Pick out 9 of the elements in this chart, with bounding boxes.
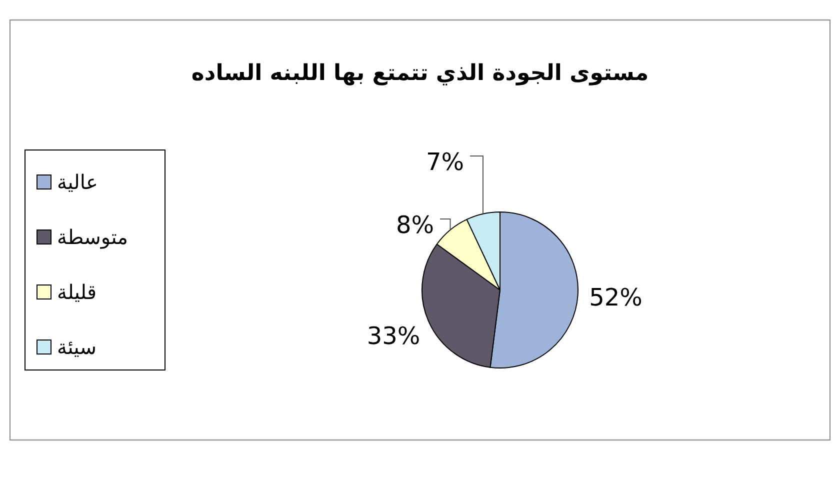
data-label: 8% [396,211,434,239]
legend-label: قليلة [57,280,97,304]
legend-label: متوسطة [57,225,128,249]
legend-label: عالية [57,170,98,194]
data-label: 52% [589,283,642,312]
chart-title: مستوى الجودة الذي تتمتع بها اللبنه الساده [191,61,649,86]
data-label: 7% [426,148,464,176]
data-label: 33% [366,322,420,350]
legend-label: سيئة [57,335,97,359]
